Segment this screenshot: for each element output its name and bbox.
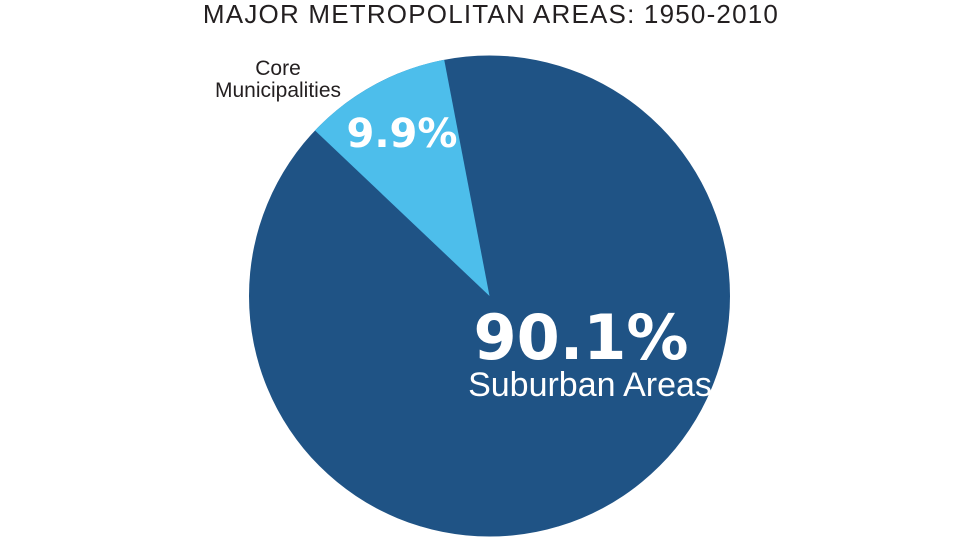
core-municipalities-label-line2: Municipalities	[215, 79, 341, 102]
core-municipalities-slice	[315, 59, 490, 296]
core-municipalities-value-label: 9.9%	[347, 111, 458, 157]
suburban-areas-value-label: 90.1%	[473, 301, 688, 374]
chart-title: MAJOR METROPOLITAN AREAS: 1950-2010	[203, 0, 779, 29]
suburban-areas-name-label: Suburban Areas	[468, 366, 712, 404]
core-municipalities-label-line1: Core	[255, 57, 301, 80]
